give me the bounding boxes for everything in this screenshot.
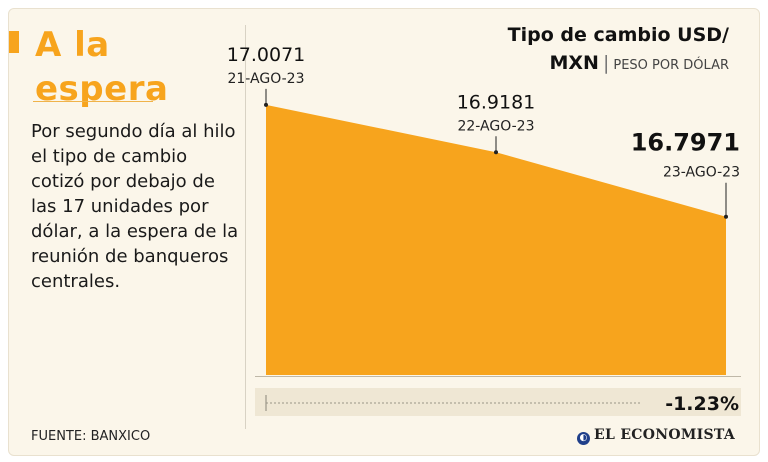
change-percent-label: -1.23% xyxy=(665,393,739,415)
chart-title: Tipo de cambio USD/ MXN | PESO POR DÓLAR xyxy=(508,21,729,80)
data-point xyxy=(494,150,498,155)
headline: A la espera xyxy=(35,23,168,111)
headline-line-2: espera xyxy=(35,69,169,109)
description-text: Por segundo día al hilo el tipo de cambi… xyxy=(31,121,239,292)
chart-title-separator: | xyxy=(602,52,610,74)
headline-line-1: A la xyxy=(35,25,110,65)
brand-logo: ◐ EL ECONOMISTA xyxy=(577,427,735,445)
chart-title-line-2: MXN | PESO POR DÓLAR xyxy=(508,49,730,80)
change-summary-band xyxy=(255,388,741,416)
date-label: 22-AGO-23 xyxy=(457,118,534,134)
date-label: 21-AGO-23 xyxy=(227,71,304,87)
vertical-divider xyxy=(245,25,246,429)
data-value-label: 16.9181 xyxy=(457,91,536,113)
data-point xyxy=(264,102,268,107)
chart-title-line-1: Tipo de cambio USD/ xyxy=(507,24,729,46)
exchange-rate-area-chart: -1.23% 17.0071 21-AGO-23 16.9181 22-AGO-23 16… xyxy=(227,44,741,415)
brand-globe-icon: ◐ xyxy=(577,432,591,445)
area-series xyxy=(266,104,726,375)
data-value-label: 16.7971 xyxy=(631,129,740,157)
chart-subtitle: PESO POR DÓLAR xyxy=(613,58,729,73)
headline-underline xyxy=(33,101,153,102)
data-value-label: 17.0071 xyxy=(227,44,306,66)
date-label: 23-AGO-23 xyxy=(663,165,740,181)
data-point xyxy=(724,214,728,219)
infographic-card: A la espera Por segundo día al hilo el t… xyxy=(8,8,760,456)
brand-name: EL ECONOMISTA xyxy=(594,427,735,443)
source-note: FUENTE: BANXICO xyxy=(31,429,151,444)
headline-accent-bar xyxy=(9,31,19,53)
chart-title-currency: MXN xyxy=(549,52,599,74)
